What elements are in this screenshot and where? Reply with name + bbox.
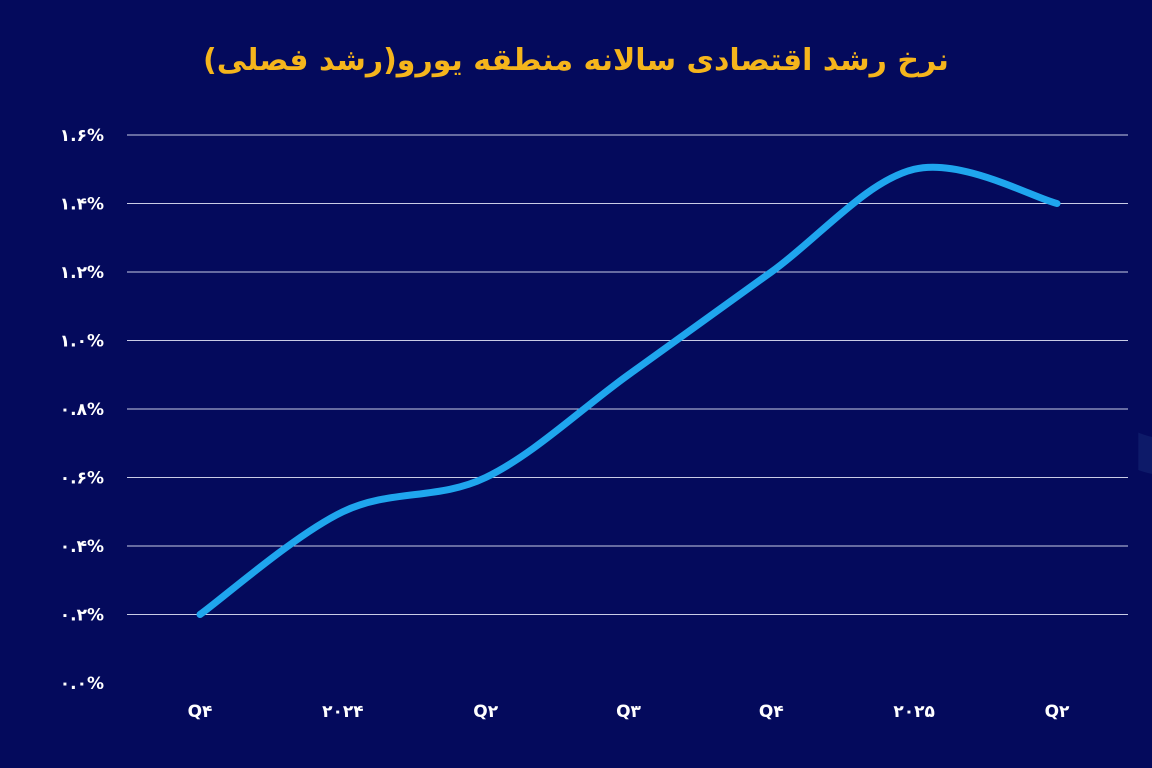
- x-tick-label: ۲۰۲۴: [322, 702, 364, 722]
- data-point: [1056, 203, 1058, 204]
- x-tick-label: ۲۰۲۵: [893, 702, 935, 722]
- data-point: [628, 374, 629, 376]
- series-line: [196, 163, 1061, 618]
- data-point: [770, 271, 772, 273]
- y-tick-label: ۰.۶%: [60, 469, 104, 489]
- y-tick-label: ۱.۰%: [60, 332, 104, 352]
- data-point: [199, 614, 201, 615]
- watermark-logo: دنیای اقتصاد: [1120, 192, 1152, 541]
- x-tick-label: Q۲: [1045, 702, 1070, 722]
- y-tick-label: ۰.۸%: [60, 400, 104, 420]
- y-tick-label: ۱.۲%: [60, 263, 104, 283]
- y-tick-label: ۰.۲%: [60, 606, 104, 626]
- y-tick-label: ۰.۰%: [60, 674, 104, 694]
- x-tick-label: Q۴: [188, 702, 213, 722]
- x-tick-label: Q۲: [473, 702, 498, 722]
- data-point: [913, 168, 915, 170]
- x-axis-ticks: Q۴ ۲۰۲۴ Q۲ Q۳ Q۴ ۲۰۲۵ Q۲: [188, 702, 1070, 722]
- y-axis-ticks: ۰.۰% ۰.۲% ۰.۴% ۰.۶% ۰.۸% ۱.۰% ۱.۲% ۱.۴% ۱.۶%: [60, 126, 104, 694]
- data-point: [485, 477, 487, 478]
- x-tick-label: Q۴: [759, 702, 784, 722]
- y-tick-label: ۱.۴%: [60, 195, 104, 215]
- chart-title: نرخ رشد اقتصادی سالانه منطقه یورو(رشد فص…: [203, 43, 949, 78]
- series-line-path: [196, 163, 1061, 618]
- x-tick-label: Q۳: [616, 702, 641, 722]
- data-point: [342, 511, 344, 513]
- y-tick-label: ۰.۴%: [60, 537, 104, 557]
- y-tick-label: ۱.۶%: [60, 126, 104, 146]
